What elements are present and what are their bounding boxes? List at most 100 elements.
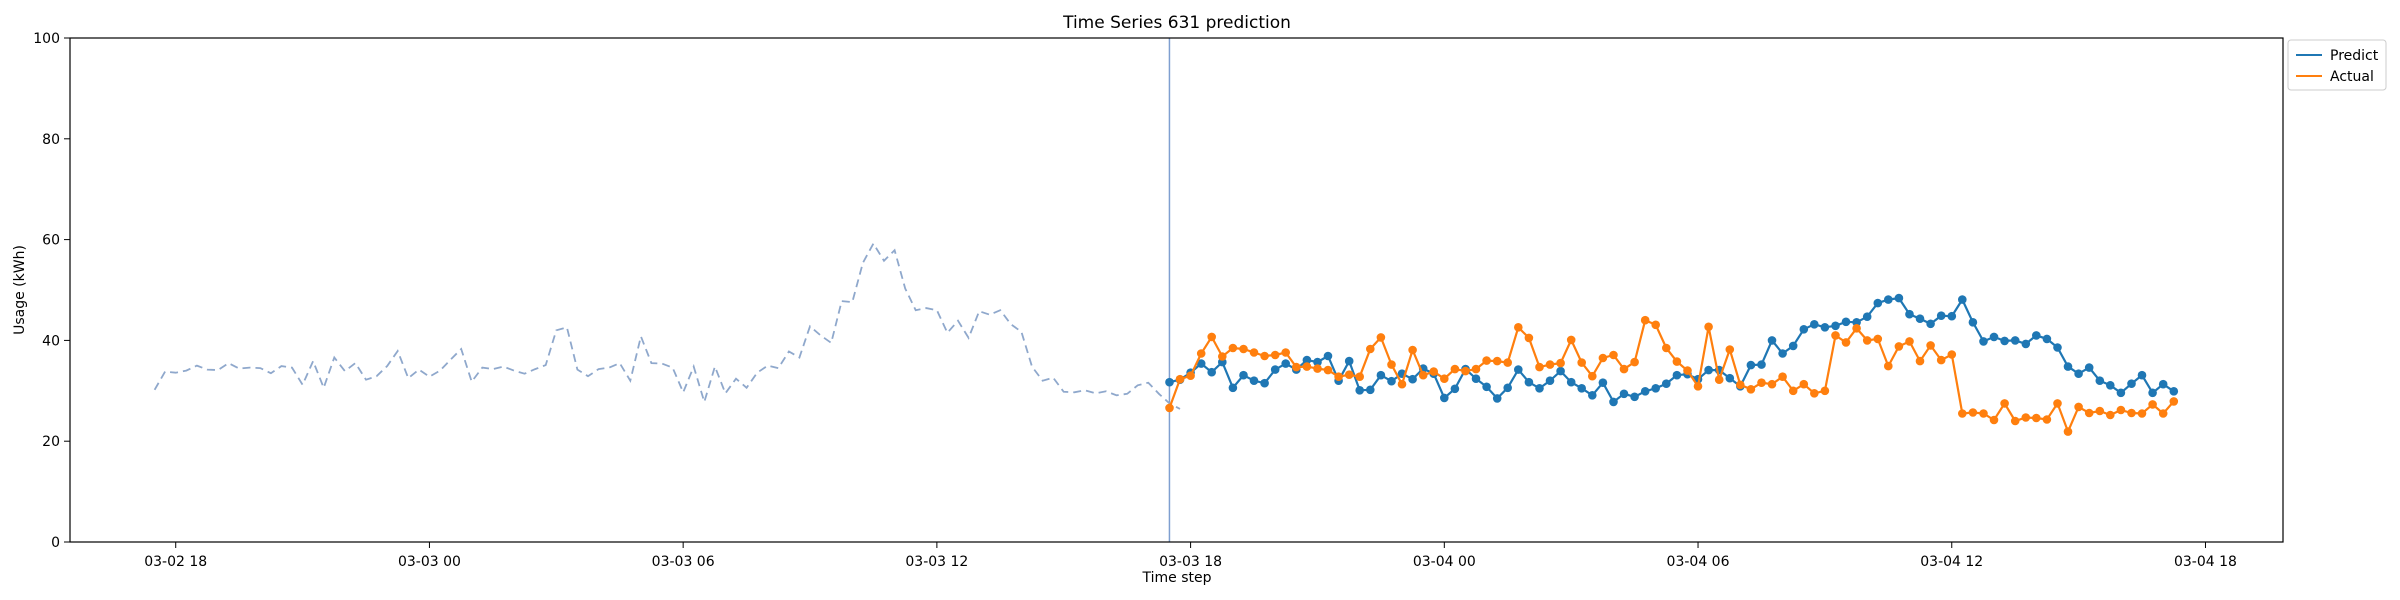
predict-point bbox=[2084, 363, 2094, 372]
predict-point bbox=[1556, 366, 1565, 376]
predict-point bbox=[2021, 339, 2031, 349]
actual-point bbox=[1175, 374, 1185, 384]
actual-point bbox=[1461, 366, 1470, 376]
actual-point bbox=[1651, 320, 1660, 330]
chart-title: Time Series 631 prediction bbox=[1062, 13, 1291, 33]
predict-point bbox=[1239, 370, 1248, 380]
predict-point bbox=[1207, 367, 1216, 377]
actual-point bbox=[1588, 371, 1597, 381]
y-tick-label: 80 bbox=[42, 132, 60, 148]
actual-point bbox=[1820, 386, 1830, 396]
predict-point bbox=[2158, 379, 2168, 389]
actual-point bbox=[1757, 378, 1766, 388]
predict-point bbox=[1884, 295, 1893, 304]
actual-point bbox=[1905, 337, 1914, 346]
y-tick-label: 0 bbox=[51, 535, 60, 551]
predict-point bbox=[1514, 365, 1523, 374]
actual-point bbox=[1788, 386, 1798, 396]
predict-point bbox=[2127, 379, 2136, 389]
predict-point bbox=[1313, 357, 1322, 367]
actual-point bbox=[1302, 362, 1312, 371]
actual-point bbox=[1704, 322, 1713, 332]
x-tick-label: 03-03 12 bbox=[905, 554, 968, 570]
actual-point bbox=[1260, 351, 1269, 361]
actual-point bbox=[2116, 405, 2126, 415]
predict-point bbox=[1894, 293, 1904, 303]
plot-frame bbox=[69, 37, 2284, 543]
actual-point bbox=[1693, 382, 1703, 391]
history-line bbox=[153, 241, 1181, 410]
actual-point bbox=[1662, 343, 1671, 353]
predict-point bbox=[1778, 349, 1787, 358]
predict-point bbox=[1905, 309, 1914, 319]
actual-point bbox=[1545, 360, 1555, 369]
actual-point bbox=[1471, 364, 1481, 374]
axes: 0 20 40 60 80 100 03-02 18 03-03 00 03-03 06 03-0… bbox=[33, 31, 2237, 570]
actual-point bbox=[1334, 372, 1343, 382]
actual-point bbox=[1270, 350, 1280, 360]
actual-point bbox=[1968, 408, 1978, 417]
actual-point bbox=[1873, 334, 1883, 344]
actual-point bbox=[1524, 333, 1534, 343]
predict-point bbox=[2053, 343, 2062, 352]
actual-point bbox=[2137, 409, 2147, 418]
predict-point bbox=[1841, 317, 1851, 327]
predict-point bbox=[2074, 369, 2083, 379]
actual-point bbox=[1186, 371, 1195, 381]
predict-point bbox=[1355, 386, 1364, 395]
actual-point bbox=[1831, 331, 1840, 340]
actual-point bbox=[1566, 335, 1576, 345]
predict-point bbox=[1852, 318, 1861, 327]
actual-point bbox=[1514, 323, 1523, 332]
actual-point bbox=[1355, 372, 1364, 382]
x-tick-label: 03-04 06 bbox=[1667, 554, 1730, 570]
actual-point bbox=[1440, 374, 1449, 384]
actual-point bbox=[1281, 348, 1290, 357]
x-tick-label: 03-04 12 bbox=[1920, 554, 1983, 570]
actual-point bbox=[1376, 333, 1386, 342]
legend-box bbox=[2287, 39, 2387, 91]
actual-point bbox=[1630, 357, 1639, 367]
actual-point bbox=[1958, 409, 1967, 418]
predict-point bbox=[1725, 373, 1735, 383]
actual-point bbox=[1714, 375, 1724, 385]
actual-point bbox=[1746, 385, 1756, 394]
predict-point bbox=[1968, 318, 1978, 327]
predict-point bbox=[1165, 377, 1174, 387]
actual-point bbox=[1313, 364, 1322, 373]
actual-point bbox=[2032, 413, 2041, 423]
actual-point bbox=[1725, 345, 1735, 354]
predict-point bbox=[1366, 385, 1375, 395]
actual-point bbox=[2084, 408, 2094, 418]
predict-point bbox=[1302, 355, 1312, 365]
plot-area bbox=[153, 38, 2179, 542]
legend-label-actual: Actual bbox=[2330, 69, 2374, 85]
predict-point bbox=[2148, 388, 2157, 398]
actual-point bbox=[1915, 356, 1925, 366]
x-tick-label: 03-02 18 bbox=[144, 554, 207, 570]
actual-point bbox=[1387, 360, 1396, 369]
y-tick-label: 100 bbox=[33, 31, 60, 47]
predict-point bbox=[1672, 370, 1682, 380]
predict-point bbox=[1492, 394, 1502, 403]
predict-point bbox=[1228, 383, 1238, 393]
actual-point bbox=[1408, 345, 1417, 355]
actual-point bbox=[2010, 416, 2020, 426]
x-tick-label: 03-04 00 bbox=[1413, 554, 1476, 570]
predict-point bbox=[1619, 389, 1629, 399]
actual-point bbox=[1936, 355, 1946, 365]
predict-point bbox=[2137, 370, 2147, 380]
actual-point bbox=[1926, 341, 1935, 350]
predict-point bbox=[1704, 365, 1713, 375]
predict-point bbox=[1323, 351, 1333, 361]
predict-point bbox=[1545, 376, 1555, 386]
actual-point bbox=[1841, 338, 1851, 347]
predict-point bbox=[1588, 391, 1597, 400]
predict-point bbox=[1936, 311, 1946, 321]
actual-point bbox=[2074, 402, 2083, 412]
predict-point bbox=[1979, 337, 1988, 346]
predict-point bbox=[1746, 360, 1756, 370]
predict-point bbox=[2063, 362, 2073, 371]
actual-point bbox=[1323, 365, 1333, 375]
